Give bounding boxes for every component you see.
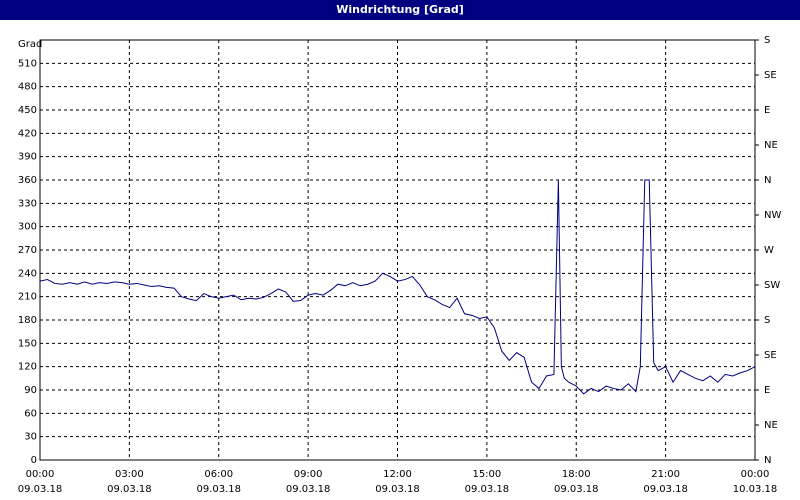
y2-tick-label: S — [764, 35, 770, 46]
x-tick-label: 12:00 — [383, 469, 412, 480]
title-bar — [0, 0, 800, 20]
y-tick-label: 420 — [18, 128, 37, 139]
y-tick-label: 510 — [18, 58, 37, 69]
x-tick-date: 09.03.18 — [643, 484, 688, 495]
y-tick-label: 210 — [18, 292, 37, 303]
y-tick-label: 390 — [18, 152, 37, 163]
x-tick-label: 06:00 — [204, 469, 233, 480]
x-tick-label: 03:00 — [115, 469, 144, 480]
x-tick-date: 09.03.18 — [465, 484, 510, 495]
x-tick-date: 09.03.18 — [18, 484, 63, 495]
y-tick-label: 60 — [24, 408, 37, 419]
y2-tick-label: NW — [764, 210, 781, 221]
y-tick-label: 240 — [18, 268, 37, 279]
x-tick-date: 09.03.18 — [286, 484, 331, 495]
y-tick-label: 90 — [24, 385, 37, 396]
x-tick-date: 09.03.18 — [554, 484, 599, 495]
x-tick-date: 10.03.18 — [733, 484, 778, 495]
x-tick-date: 09.03.18 — [196, 484, 241, 495]
y-tick-label: 480 — [18, 82, 37, 93]
y2-tick-label: SE — [764, 70, 777, 81]
y2-tick-label: S — [764, 315, 770, 326]
y-axis-label: Grad — [18, 39, 42, 50]
x-tick-label: 09:00 — [294, 469, 323, 480]
y2-tick-label: SE — [764, 350, 777, 361]
x-tick-label: 00:00 — [741, 469, 770, 480]
y2-tick-label: N — [764, 455, 771, 466]
x-tick-label: 18:00 — [562, 469, 591, 480]
x-tick-label: 00:00 — [26, 469, 55, 480]
y-tick-label: 120 — [18, 362, 37, 373]
y2-tick-label: W — [764, 245, 774, 256]
y-tick-label: 150 — [18, 338, 37, 349]
data-line — [39, 179, 756, 395]
y-tick-label: 450 — [18, 105, 37, 116]
y-tick-label: 360 — [18, 175, 37, 186]
y2-tick-label: NE — [764, 140, 778, 151]
y2-tick-label: E — [764, 105, 770, 116]
x-tick-date: 09.03.18 — [107, 484, 152, 495]
x-tick-date: 09.03.18 — [375, 484, 420, 495]
chart-title: Windrichtung [Grad] — [336, 3, 464, 16]
x-tick-label: 21:00 — [651, 469, 680, 480]
y2-tick-label: SW — [764, 280, 780, 291]
x-tick-label: 15:00 — [472, 469, 501, 480]
y2-tick-label: E — [764, 385, 770, 396]
y-tick-label: 300 — [18, 222, 37, 233]
y2-tick-label: N — [764, 175, 771, 186]
y-tick-label: 180 — [18, 315, 37, 326]
y2-tick-label: NE — [764, 420, 778, 431]
y-tick-label: 270 — [18, 245, 37, 256]
y-tick-label: 0 — [31, 455, 37, 466]
y-tick-label: 330 — [18, 198, 37, 209]
y-tick-label: 30 — [24, 432, 37, 443]
